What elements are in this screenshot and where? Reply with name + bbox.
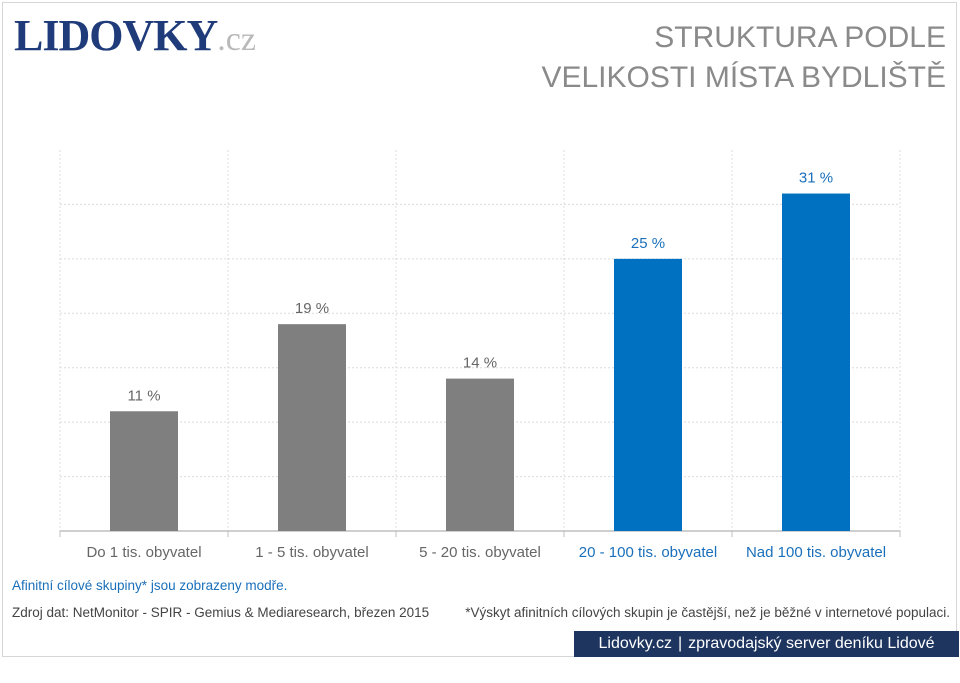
logo-main-text: LIDOVKY (14, 11, 218, 60)
category-label-3: 5 - 20 tis. obyvatel (419, 544, 541, 561)
data-label-4: 25 % (631, 235, 665, 252)
bar-3 (446, 378, 514, 531)
data-label-1: 11 % (127, 387, 160, 404)
bar-1 (110, 411, 178, 531)
source-note: Zdroj dat: NetMonitor - SPIR - Gemius & … (12, 605, 430, 620)
data-label-5: 31 % (799, 170, 833, 187)
category-label-2: 1 - 5 tis. obyvatel (255, 544, 368, 561)
chart-title: STRUKTURA PODLE VELIKOSTI MÍSTA BYDLIŠTĚ (541, 18, 946, 98)
category-label-5: Nad 100 tis. obyvatel (746, 544, 886, 561)
footnote: *Výskyt afinitních cílových skupin je ča… (465, 605, 950, 620)
category-label-4: 20 - 100 tis. obyvatel (579, 544, 717, 561)
data-label-3: 14 % (463, 355, 497, 372)
lidovky-logo[interactable]: LIDOVKY.cz (14, 10, 256, 60)
footer-tagline: zpravodajský server deníku Lidové noviny (688, 635, 935, 678)
bar-chart: 11 % Do 1 tis. obyvatel 19 % 1 - 5 tis. oby… (59, 150, 901, 561)
bar-5 (782, 193, 850, 532)
data-label-2: 19 % (295, 300, 329, 317)
chart-frame (2, 2, 957, 657)
logo-tld-text: .cz (217, 21, 256, 58)
chart-title-line-2: VELIKOSTI MÍSTA BYDLIŠTĚ (541, 61, 946, 94)
chart-title-line-1: STRUKTURA PODLE (654, 21, 946, 54)
bar-4 (614, 258, 682, 531)
footer-separator: | (678, 635, 683, 652)
bar-2 (278, 324, 346, 531)
affinity-note: Afinitní cílové skupiny* jsou zobrazeny … (12, 578, 288, 593)
footer-site: Lidovky.cz (598, 635, 672, 652)
category-label-1: Do 1 tis. obyvatel (86, 544, 201, 561)
footer-bar[interactable]: Lidovky.cz | zpravodajský server deníku Li… (574, 631, 959, 678)
